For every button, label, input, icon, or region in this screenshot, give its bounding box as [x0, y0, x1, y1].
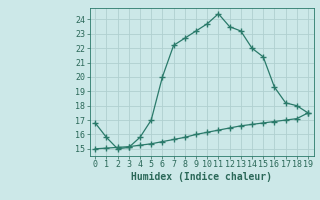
X-axis label: Humidex (Indice chaleur): Humidex (Indice chaleur) [131, 172, 272, 182]
